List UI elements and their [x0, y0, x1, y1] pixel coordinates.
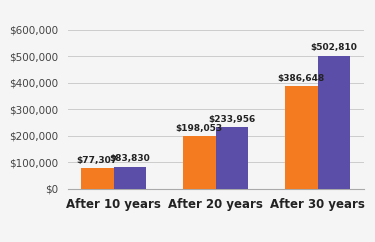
- Text: $83,830: $83,830: [110, 154, 150, 163]
- Text: $198,053: $198,053: [176, 124, 223, 133]
- Bar: [114, 166, 146, 189]
- Bar: [216, 127, 248, 189]
- Text: $77,307: $77,307: [77, 156, 118, 165]
- Bar: [318, 56, 350, 189]
- Bar: [81, 168, 114, 189]
- Text: $502,810: $502,810: [310, 44, 357, 53]
- Text: $233,956: $233,956: [209, 115, 256, 124]
- Text: $386,648: $386,648: [278, 74, 325, 83]
- Bar: [285, 86, 318, 189]
- Bar: [183, 136, 216, 189]
